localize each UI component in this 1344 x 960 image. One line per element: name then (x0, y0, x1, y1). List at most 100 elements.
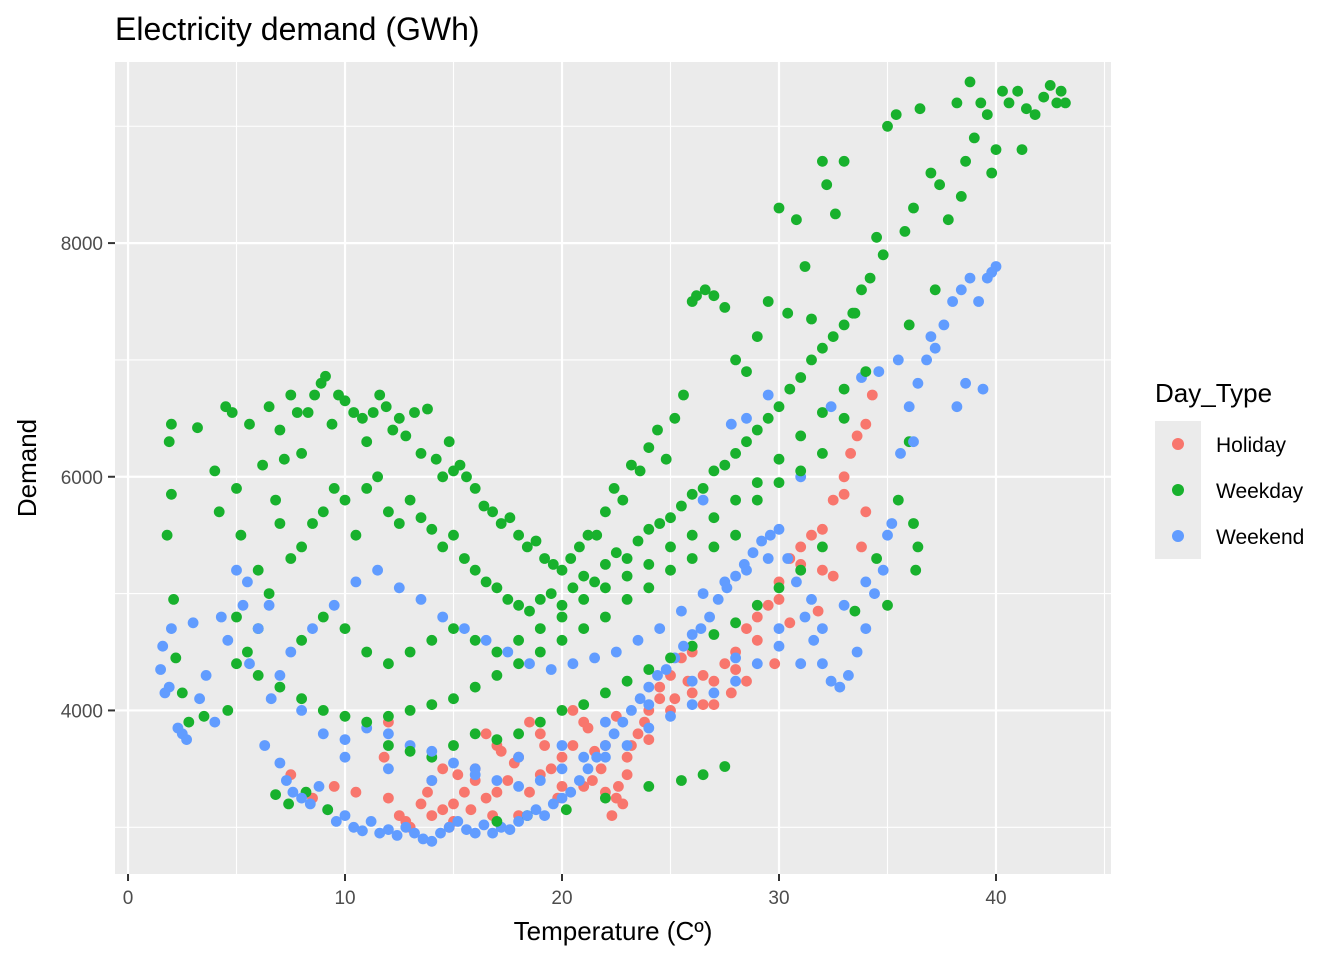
point-weekend (708, 687, 720, 699)
point-weekday (686, 553, 698, 564)
point-holiday (812, 605, 824, 617)
point-weekday (166, 418, 177, 430)
point-weekday (213, 506, 225, 518)
point-weekday (795, 372, 807, 383)
point-weekday (296, 448, 307, 459)
point-weekend (372, 564, 383, 576)
point-weekend (947, 296, 958, 307)
point-holiday (606, 810, 618, 821)
point-weekend (539, 810, 550, 821)
point-weekday (374, 389, 386, 401)
point-weekday (730, 494, 741, 506)
point-holiday (415, 798, 427, 810)
point-weekend (686, 629, 698, 640)
point-weekday (317, 705, 329, 716)
point-weekday (686, 488, 698, 500)
point-weekday (357, 412, 368, 424)
point-weekend (817, 658, 828, 670)
point-weekend (426, 745, 438, 757)
point-weekday (669, 412, 681, 424)
point-weekday (708, 465, 720, 477)
point-weekday (491, 816, 503, 827)
point-weekend (697, 588, 709, 599)
point-weekday (903, 319, 915, 331)
point-weekend (383, 824, 394, 835)
point-weekday (367, 407, 379, 418)
point-weekend (747, 547, 759, 559)
point-weekday (699, 284, 711, 296)
point-weekday (578, 699, 590, 710)
point-weekday (393, 412, 405, 424)
point-weekday (751, 477, 763, 488)
point-weekday (192, 422, 203, 434)
point-holiday (480, 728, 492, 740)
point-holiday (524, 716, 535, 728)
point-weekend (567, 658, 579, 670)
point-weekend (459, 623, 470, 634)
point-weekday (524, 605, 535, 617)
point-weekday (556, 611, 568, 623)
point-weekend (751, 658, 763, 670)
point-weekend (166, 623, 177, 634)
point-holiday (556, 751, 568, 763)
point-weekend (895, 448, 906, 459)
y-tick-labels: 4000 6000 8000 (61, 234, 103, 722)
point-holiday (534, 728, 546, 740)
point-weekday (849, 605, 861, 617)
point-weekday (513, 634, 524, 646)
point-holiday (795, 541, 807, 553)
point-holiday (845, 448, 856, 459)
point-weekend (925, 331, 937, 342)
point-weekday (426, 634, 438, 646)
point-weekend (265, 693, 277, 705)
point-holiday (567, 740, 579, 751)
point-weekday (821, 179, 833, 191)
point-weekend (762, 389, 774, 401)
point-weekday (383, 710, 394, 722)
point-weekend (524, 658, 535, 670)
point-weekend (237, 599, 249, 611)
point-weekday (643, 523, 655, 535)
point-holiday (350, 786, 362, 798)
point-weekday (574, 541, 585, 553)
point-weekday (560, 804, 572, 816)
point-weekend (244, 658, 255, 670)
point-weekday (400, 430, 412, 442)
point-weekday (339, 395, 351, 407)
point-weekday (621, 675, 633, 687)
point-weekday (491, 646, 503, 658)
point-weekday (741, 366, 752, 377)
point-weekend (307, 623, 318, 634)
point-weekend (296, 705, 307, 716)
point-weekend (825, 675, 837, 687)
point-weekend (317, 728, 329, 740)
point-weekday (877, 249, 889, 261)
point-weekend (719, 576, 731, 588)
point-weekend (461, 824, 472, 835)
point-weekday (448, 529, 459, 541)
point-weekday (665, 512, 676, 524)
point-weekday (1021, 103, 1032, 115)
point-weekday (296, 693, 307, 705)
point-weekend (617, 716, 629, 728)
point-weekday (393, 518, 405, 529)
point-weekday (827, 331, 839, 342)
point-holiday (491, 786, 503, 798)
point-weekday (871, 231, 882, 243)
point-weekday (665, 652, 676, 664)
point-weekday (257, 459, 268, 471)
point-weekday (838, 319, 850, 331)
point-weekend (782, 553, 794, 564)
point-weekend (365, 816, 377, 827)
point-holiday (383, 792, 394, 804)
point-weekday (600, 687, 611, 699)
point-weekday (654, 518, 666, 529)
point-weekend (912, 377, 924, 389)
point-weekend (986, 266, 998, 278)
point-holiday (806, 529, 817, 541)
point-weekend (426, 835, 438, 847)
point-weekday (361, 436, 373, 448)
point-weekday (274, 424, 286, 436)
point-weekend (643, 681, 655, 693)
point-weekday (990, 144, 1002, 156)
